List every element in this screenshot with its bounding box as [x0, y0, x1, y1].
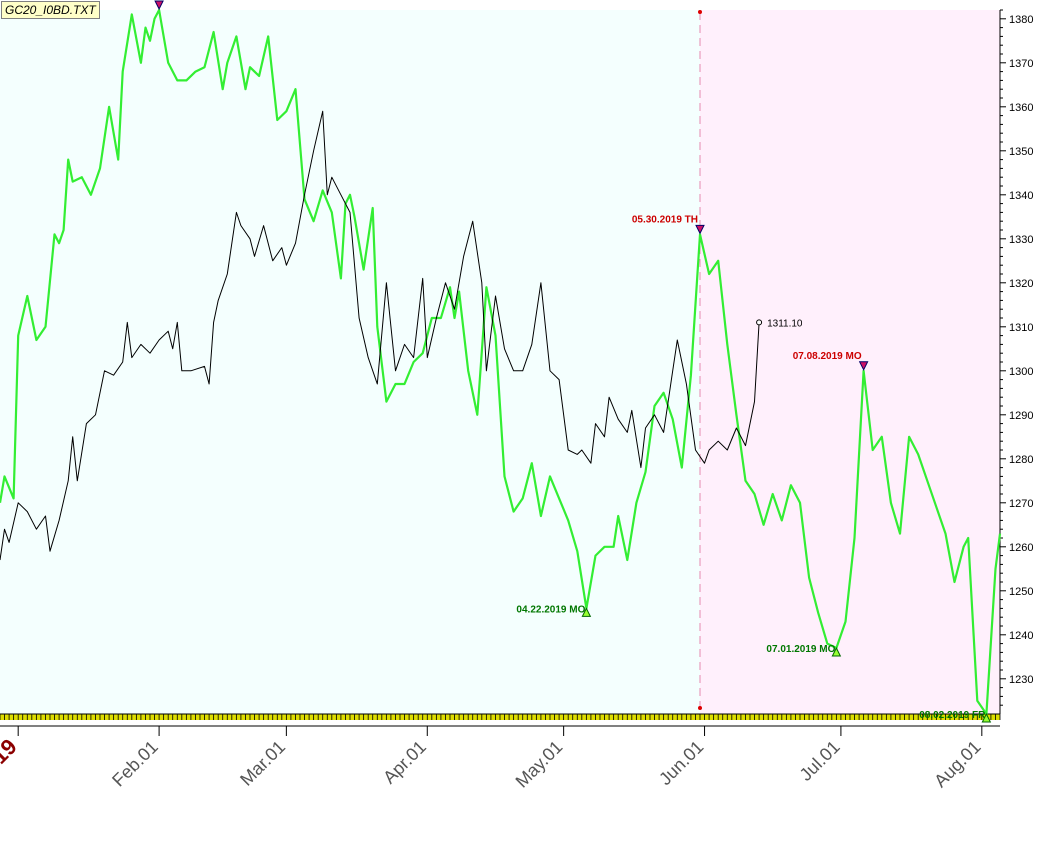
bottom-label: 04.22.2019 MO: [516, 604, 585, 615]
x-month-label: May.01: [512, 737, 567, 792]
x-axis: 2019 Feb.01 Mar.01 Apr.01 May.01 Jun.01 Jul.01…: [0, 714, 1000, 792]
y-tick-label: 1260: [1009, 542, 1033, 554]
bottom-label: 08.02.2019 FR: [919, 710, 986, 721]
y-tick-label: 1330: [1009, 234, 1033, 246]
y-tick-label: 1310: [1009, 322, 1033, 334]
divider-top-dot: [698, 10, 702, 14]
history-background: [0, 10, 700, 714]
bottom-label: 07.01.2019 MO: [766, 644, 835, 655]
x-month-label: Jul.01: [796, 737, 844, 785]
last-price-label: 1311.10: [767, 318, 803, 329]
top-label: 05.30.2019 TH: [632, 214, 698, 225]
y-tick-label: 1280: [1009, 454, 1033, 466]
y-tick-label: 1340: [1009, 190, 1033, 202]
top-marker: [155, 1, 163, 9]
y-tick-label: 1320: [1009, 278, 1033, 290]
y-tick-label: 1300: [1009, 366, 1033, 378]
x-month-label: Apr.01: [379, 737, 430, 788]
x-month-label: Mar.01: [236, 737, 289, 790]
x-year-label: 2019: [0, 734, 22, 786]
x-month-label: Aug.01: [930, 737, 984, 791]
y-tick-label: 1230: [1009, 674, 1033, 686]
y-tick-label: 1250: [1009, 586, 1033, 598]
x-month-label: Feb.01: [108, 737, 162, 791]
last-price-marker: [757, 320, 762, 325]
y-tick-label: 1270: [1009, 498, 1033, 510]
divider-bottom-dot: [698, 706, 702, 710]
y-tick-label: 1240: [1009, 630, 1033, 642]
y-tick-label: 1350: [1009, 146, 1033, 158]
symbol-label: GC20_I0BD.TXT: [1, 1, 100, 19]
top-label: 07.08.2019 MO: [793, 351, 862, 362]
top-label: 01.11.2019 FR: [91, 0, 157, 1]
y-tick-label: 1380: [1009, 14, 1033, 26]
projection-background: [700, 10, 1000, 714]
y-tick-label: 1360: [1009, 102, 1033, 114]
x-month-label: Jun.01: [655, 737, 707, 789]
y-axis: 1230 1240 1250 1260 1270 1280 1290 1300 1310 1320…: [1000, 10, 1033, 714]
y-tick-label: 1370: [1009, 58, 1033, 70]
y-tick-label: 1290: [1009, 410, 1033, 422]
